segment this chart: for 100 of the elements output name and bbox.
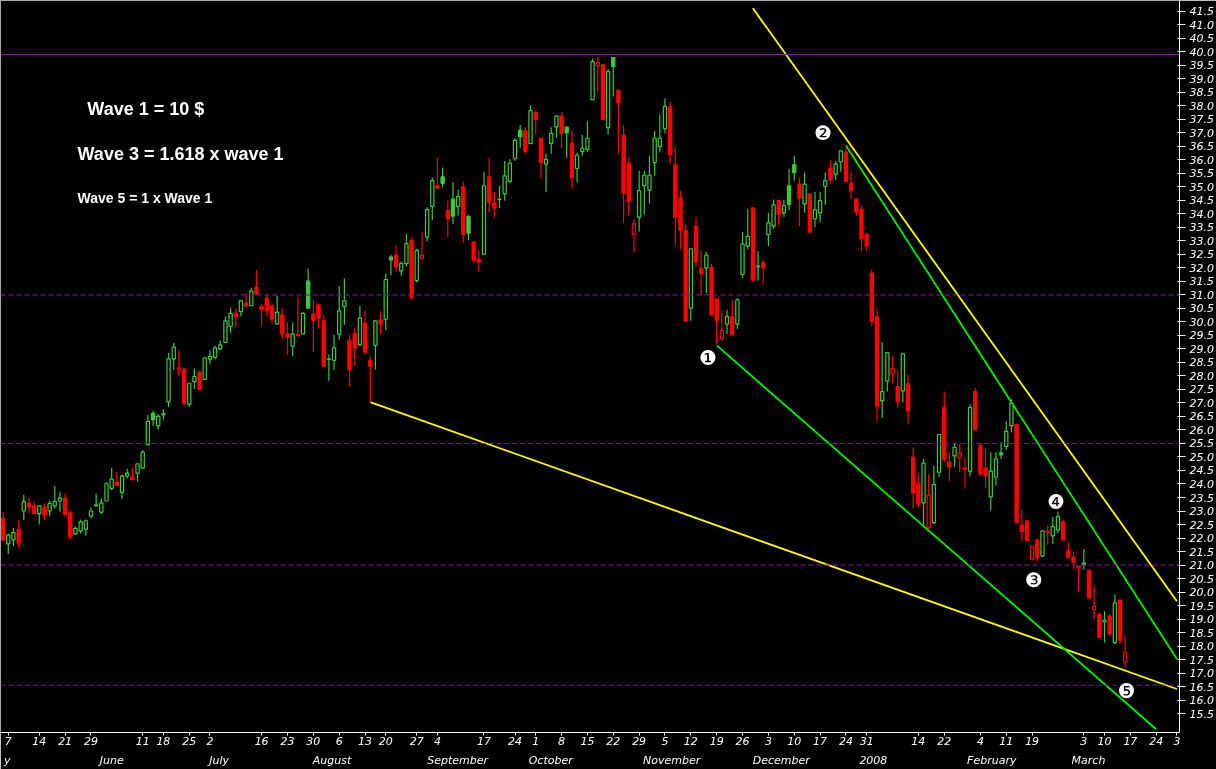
annotation: Wave 1 = 10 $ xyxy=(87,98,205,119)
y-tick-label: 26.5 xyxy=(1189,410,1214,424)
candlestick xyxy=(466,214,471,241)
x-tick-label: 25 xyxy=(182,734,197,748)
text: February xyxy=(967,753,1017,767)
x-tick-label: 19 xyxy=(1025,734,1040,748)
y-tick-label: 22.0 xyxy=(1189,532,1214,546)
annotation: ❺ xyxy=(1117,679,1136,704)
candlestick xyxy=(786,168,792,211)
y-tick-label: 22.5 xyxy=(1189,518,1214,532)
candlestick xyxy=(719,309,725,341)
y-tick-label: 40.5 xyxy=(1189,32,1214,46)
y-tick-label: 39.0 xyxy=(1189,72,1214,86)
y-tick-label: 32.0 xyxy=(1189,261,1214,275)
y-tick-label: 34.5 xyxy=(1189,194,1214,208)
candlestick xyxy=(445,200,450,238)
y-tick-label: 17.0 xyxy=(1189,667,1214,681)
candlestick xyxy=(1097,611,1102,639)
y-tick-label: 19.5 xyxy=(1189,599,1214,613)
x-tick-label: 10 xyxy=(787,734,802,748)
candlestick xyxy=(331,334,337,371)
y-tick-label: 35.0 xyxy=(1189,180,1214,194)
candlestick xyxy=(631,218,637,253)
candlestick xyxy=(512,137,518,162)
y-tick-label: 26.0 xyxy=(1189,423,1214,437)
annotation: Wave 5 = 1 x Wave 1 xyxy=(77,189,213,206)
text: December xyxy=(752,753,812,767)
x-tick-label: 22 xyxy=(606,734,621,748)
y-tick-label: 23.0 xyxy=(1189,505,1214,519)
candlestick xyxy=(797,176,802,227)
x-tick-label: 2 xyxy=(206,734,214,748)
candlestick xyxy=(554,114,559,139)
y-tick-label: 17.5 xyxy=(1189,653,1214,667)
candlestick xyxy=(1004,420,1009,451)
y-tick-label: 32.5 xyxy=(1189,248,1214,262)
candlestick xyxy=(440,166,445,189)
candlestick xyxy=(533,109,538,136)
candlestick xyxy=(368,355,373,404)
candlestick xyxy=(574,151,580,183)
y-tick-label: 20.5 xyxy=(1189,572,1214,586)
candlestick xyxy=(812,191,818,228)
text: 2008 xyxy=(859,753,888,767)
annotation: ❸ xyxy=(1024,567,1043,592)
candlestick xyxy=(1045,525,1050,546)
candlestick xyxy=(776,200,781,227)
x-tick-label: 3 xyxy=(1080,734,1088,748)
y-tick-label: 29.0 xyxy=(1189,342,1214,356)
candlestick xyxy=(1091,585,1097,620)
y-tick-label: 35.5 xyxy=(1189,167,1214,181)
x-tick-label: 4 xyxy=(433,734,441,748)
y-tick-label: 23.5 xyxy=(1189,491,1214,505)
x-tick-label: 16 xyxy=(254,734,269,748)
candlestick xyxy=(1055,511,1061,534)
candlestick xyxy=(269,302,275,325)
y-tick-label: 38.0 xyxy=(1189,99,1214,113)
candlestick xyxy=(378,310,383,335)
text: October xyxy=(528,753,575,767)
y-tick-label: 31.5 xyxy=(1189,275,1214,289)
candlestick xyxy=(455,188,461,217)
y-tick-label: 40.0 xyxy=(1189,45,1214,59)
candlestick xyxy=(895,369,900,409)
y-tick-label: 15.5 xyxy=(1189,707,1214,721)
candlestick xyxy=(1076,565,1081,592)
x-tick-label: 19 xyxy=(709,734,724,748)
y-tick-label: 16.0 xyxy=(1189,694,1214,708)
y-tick-label: 27.5 xyxy=(1189,383,1214,397)
y-tick-label: 41.0 xyxy=(1189,18,1214,32)
y-tick-label: 25.5 xyxy=(1189,437,1214,451)
x-tick-label: 29 xyxy=(632,734,647,748)
y-tick-label: 24.0 xyxy=(1189,478,1214,491)
candlestick xyxy=(962,457,968,490)
x-tick-label: 17 xyxy=(1123,734,1138,748)
y-tick-label: 33.5 xyxy=(1189,221,1214,235)
candlestick xyxy=(37,505,42,526)
y-tick-label: 20.0 xyxy=(1189,586,1214,600)
x-tick-label: 22 xyxy=(937,734,952,748)
candlestick xyxy=(290,321,295,357)
x-tick-label: 4 xyxy=(976,734,984,748)
candlestick xyxy=(616,89,621,155)
y-tick-label: 29.5 xyxy=(1189,329,1214,343)
x-tick-label: 6 xyxy=(335,734,343,748)
x-tick-label: 26 xyxy=(735,734,750,748)
candlestick xyxy=(724,309,730,335)
candlestick xyxy=(435,157,440,189)
x-tick-label: 1 xyxy=(532,734,540,748)
candlestick xyxy=(559,111,564,150)
text: August xyxy=(311,753,352,767)
candlestick xyxy=(543,152,549,193)
y-tick-label: 36.0 xyxy=(1189,153,1214,167)
x-tick-label: 18 xyxy=(156,734,171,748)
y-tick-label: 41.5 xyxy=(1189,5,1214,19)
candlestick xyxy=(450,181,456,225)
annotation: ❹ xyxy=(1046,489,1065,514)
text: June xyxy=(97,753,124,767)
candlestick xyxy=(0,511,6,543)
y-tick-label: 21.0 xyxy=(1189,559,1214,573)
candlestick xyxy=(838,150,843,173)
candlestick xyxy=(388,254,394,276)
x-tick-label: 20 xyxy=(378,734,393,748)
candlestick xyxy=(523,126,528,155)
